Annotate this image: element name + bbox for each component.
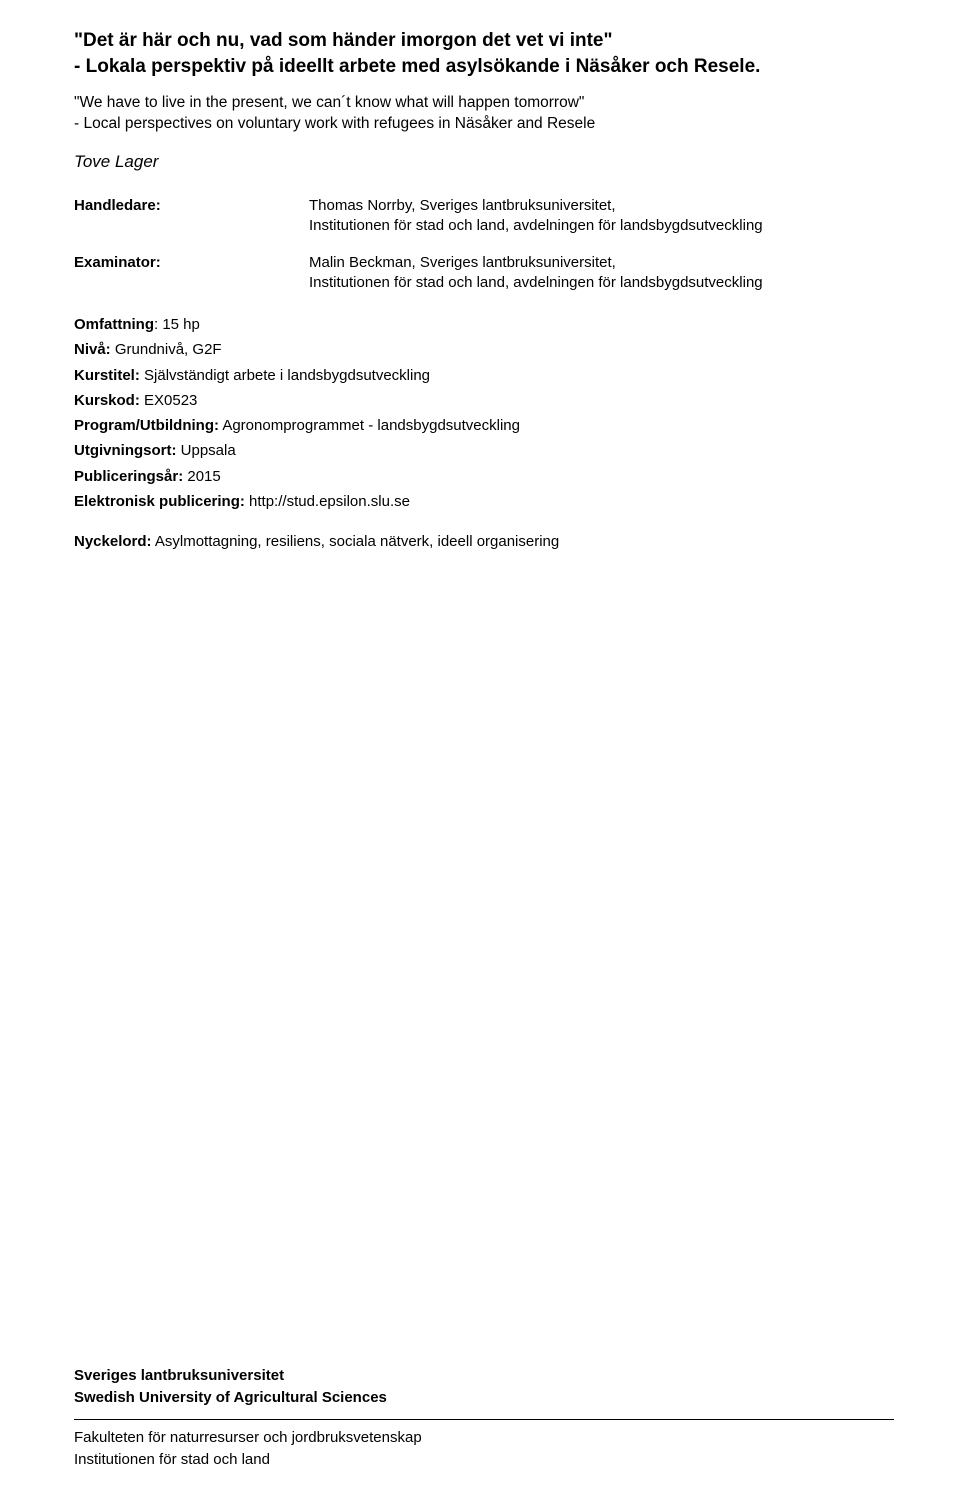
examiner-value: Malin Beckman, Sveriges lantbruksunivers… [309,253,763,310]
footer-department: Institutionen för stad och land [74,1450,894,1470]
place-value: Uppsala [177,442,236,459]
programme-value: Agronomprogrammet - landsbygdsutveckling [219,417,520,434]
course-title-value: Självständigt arbete i landsbygdsutveckl… [140,367,430,384]
course-code-label: Kurskod: [74,392,140,409]
footer-divider [74,1419,894,1420]
title-swedish-line2: - Lokala perspektiv på ideellt arbete me… [74,56,760,77]
title-english: "We have to live in the present, we can´… [74,93,886,135]
place-line: Utgivningsort: Uppsala [74,441,886,461]
programme-line: Program/Utbildning: Agronomprogrammet - … [74,416,886,436]
keywords-value: Asylmottagning, resiliens, sociala nätve… [152,533,560,550]
pubyear-line: Publiceringsår: 2015 [74,467,886,487]
title-swedish: "Det är här och nu, vad som händer imorg… [74,28,886,79]
supervisor-value: Thomas Norrby, Sveriges lantbruksunivers… [309,196,763,253]
title-swedish-line1: "Det är här och nu, vad som händer imorg… [74,30,613,51]
footer-block: Sveriges lantbruksuniversitet Swedish Un… [74,1366,894,1472]
epub-value: http://stud.epsilon.slu.se [245,493,410,510]
examiner-value-line1: Malin Beckman, Sveriges lantbruksunivers… [309,254,616,271]
pubyear-value: 2015 [183,468,221,485]
examiner-label: Examinator: [74,253,309,310]
level-value: Grundnivå, G2F [111,341,222,358]
extent-value: : 15 hp [154,316,200,333]
supervisor-value-line1: Thomas Norrby, Sveriges lantbruksunivers… [309,197,616,214]
supervisor-label: Handledare: [74,196,309,253]
supervisor-examiner-block: Handledare: Thomas Norrby, Sveriges lant… [74,196,763,309]
examiner-row: Examinator: Malin Beckman, Sveriges lant… [74,253,763,310]
course-code-line: Kurskod: EX0523 [74,391,886,411]
footer-institution-sv: Sveriges lantbruksuniversitet [74,1366,894,1386]
course-title-label: Kurstitel: [74,367,140,384]
course-title-line: Kurstitel: Självständigt arbete i landsb… [74,366,886,386]
supervisor-row: Handledare: Thomas Norrby, Sveriges lant… [74,196,763,253]
programme-label: Program/Utbildning: [74,417,219,434]
level-label: Nivå: [74,341,111,358]
examiner-value-line2: Institutionen för stad och land, avdelni… [309,274,763,291]
title-english-line2: - Local perspectives on voluntary work w… [74,115,595,132]
title-english-line1: "We have to live in the present, we can´… [74,94,584,111]
place-label: Utgivningsort: [74,442,177,459]
footer-faculty: Fakulteten för naturresurser och jordbru… [74,1428,894,1448]
author: Tove Lager [74,151,886,174]
epub-line: Elektronisk publicering: http://stud.eps… [74,492,886,512]
pubyear-label: Publiceringsår: [74,468,183,485]
footer-institution-en: Swedish University of Agricultural Scien… [74,1388,894,1408]
extent-line: Omfattning: 15 hp [74,315,886,335]
level-line: Nivå: Grundnivå, G2F [74,340,886,360]
keywords-label: Nyckelord: [74,533,152,550]
keywords-line: Nyckelord: Asylmottagning, resiliens, so… [74,532,886,552]
supervisor-value-line2: Institutionen för stad och land, avdelni… [309,217,763,234]
course-code-value: EX0523 [140,392,198,409]
extent-label: Omfattning [74,316,154,333]
epub-label: Elektronisk publicering: [74,493,245,510]
